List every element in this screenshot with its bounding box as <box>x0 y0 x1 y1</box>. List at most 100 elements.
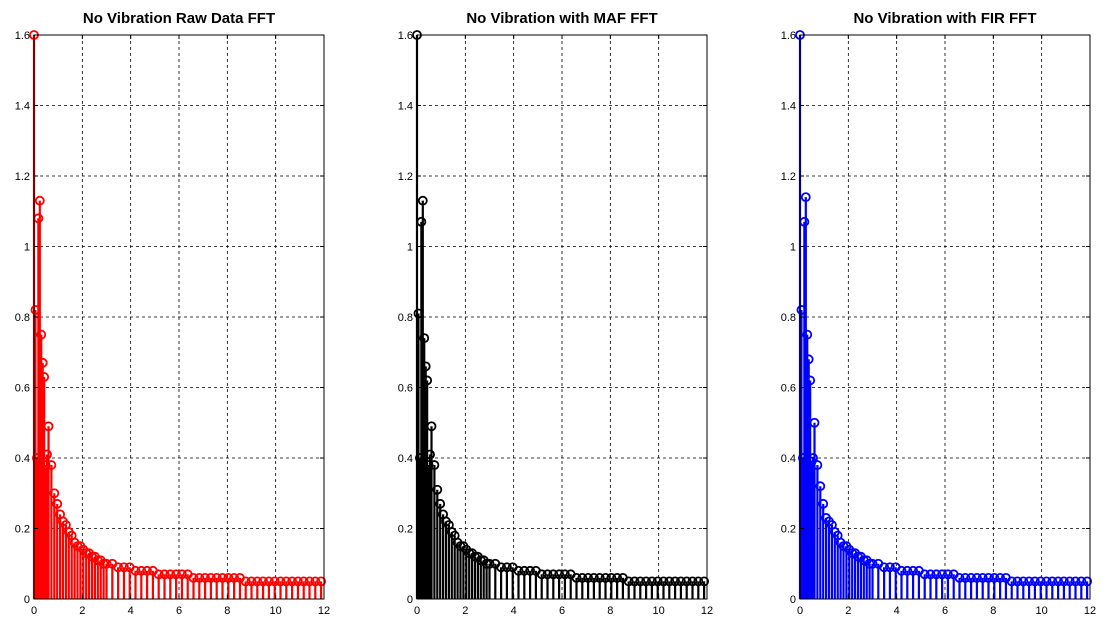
y-tick-label: 0.6 <box>15 383 30 395</box>
data-point <box>676 576 686 587</box>
data-point <box>501 562 512 573</box>
x-tick-label: 2 <box>462 605 468 617</box>
chart-panel-3: No Vibration with FIR FFT 0 2 4 6 8 10 12 0 0.2 0.… <box>781 10 1096 617</box>
data-point <box>525 565 535 576</box>
data-point <box>583 572 593 583</box>
data-point <box>560 569 570 580</box>
chart-panel-2: No Vibration with MAF FFT 0 2 4 6 8 10 12 0 0.2 0.… <box>398 10 713 617</box>
data-point <box>246 576 257 587</box>
data-point <box>46 460 57 470</box>
data-series <box>412 30 709 599</box>
x-tick-label: 0 <box>797 605 803 617</box>
data-point <box>217 572 228 583</box>
x-tick-label: 10 <box>1036 605 1048 617</box>
data-point <box>258 576 269 587</box>
y-tick-label: 1.4 <box>15 101 30 113</box>
data-point <box>1064 576 1075 587</box>
data-point <box>594 572 605 583</box>
data-point <box>519 565 530 576</box>
data-point <box>37 357 48 368</box>
data-point <box>1082 576 1092 587</box>
x-tick-label: 10 <box>653 605 665 617</box>
y-tick-label: 1.2 <box>398 171 413 183</box>
x-tick-label: 0 <box>31 605 37 617</box>
data-point <box>142 565 153 576</box>
data-point <box>809 417 820 428</box>
y-tick-label: 1.6 <box>15 30 30 42</box>
y-tick-label: 1 <box>790 242 796 254</box>
data-point <box>687 576 698 587</box>
data-point <box>1070 576 1081 587</box>
data-point <box>171 569 182 580</box>
data-point <box>292 576 303 587</box>
data-point <box>571 572 582 583</box>
data-point <box>635 576 646 587</box>
data-point <box>136 565 147 576</box>
data-point <box>1030 576 1040 587</box>
data-point <box>919 569 930 580</box>
chart-title: No Vibration with MAF FFT <box>466 10 657 27</box>
data-point <box>223 572 234 583</box>
data-point <box>800 192 811 203</box>
x-tick-label: 2 <box>79 605 85 617</box>
data-point <box>879 562 889 573</box>
data-point <box>42 449 52 460</box>
data-point <box>1047 576 1058 587</box>
data-point <box>812 460 823 470</box>
y-tick-label: 1.6 <box>781 30 796 42</box>
data-point <box>1012 576 1023 587</box>
data-point <box>960 572 971 583</box>
data-point <box>34 195 45 206</box>
data-point <box>1018 576 1029 587</box>
y-tick-label: 1.6 <box>398 30 413 42</box>
x-tick-label: 6 <box>942 605 948 617</box>
y-tick-label: 1.4 <box>398 101 413 113</box>
data-point <box>802 329 813 340</box>
y-tick-label: 0.8 <box>781 312 796 324</box>
y-tick-label: 1 <box>407 242 413 254</box>
data-point <box>43 421 54 432</box>
data-point <box>925 569 936 580</box>
data-point <box>49 488 60 499</box>
x-tick-label: 12 <box>318 605 330 617</box>
data-point <box>211 572 222 583</box>
data-point <box>153 569 164 580</box>
data-point <box>432 484 443 495</box>
x-tick-label: 8 <box>224 605 230 617</box>
data-point <box>902 565 913 576</box>
data-point <box>1035 576 1046 587</box>
data-point <box>200 572 211 583</box>
x-tick-label: 10 <box>270 605 282 617</box>
data-point <box>205 572 216 583</box>
data-point <box>229 572 240 583</box>
data-point <box>670 576 680 587</box>
data-point <box>298 576 309 587</box>
data-point <box>194 572 205 583</box>
data-point <box>995 572 1005 583</box>
data-point <box>176 569 187 580</box>
x-tick-label: 0 <box>414 605 420 617</box>
data-point <box>536 569 547 580</box>
data-point <box>425 449 435 460</box>
data-point <box>39 372 50 382</box>
data-point <box>316 576 327 587</box>
data-point <box>496 562 507 573</box>
y-tick-label: 0.2 <box>398 524 413 536</box>
chart-title: No Vibration with FIR FFT <box>853 10 1036 27</box>
x-tick-label: 12 <box>701 605 713 617</box>
x-tick-label: 4 <box>894 605 900 617</box>
y-tick-label: 0.4 <box>781 453 796 465</box>
x-tick-label: 6 <box>176 605 182 617</box>
x-tick-label: 4 <box>511 605 517 617</box>
data-point <box>548 569 559 580</box>
data-point <box>612 572 622 583</box>
chart-panel-1: No Vibration Raw Data FFT 0 2 4 6 8 10 12 0 0.2 0.… <box>15 10 330 617</box>
data-point <box>989 572 1000 583</box>
data-point <box>681 576 692 587</box>
data-point <box>554 569 564 580</box>
data-point <box>263 576 274 587</box>
x-tick-label: 2 <box>845 605 851 617</box>
y-tick-label: 0 <box>790 594 796 606</box>
